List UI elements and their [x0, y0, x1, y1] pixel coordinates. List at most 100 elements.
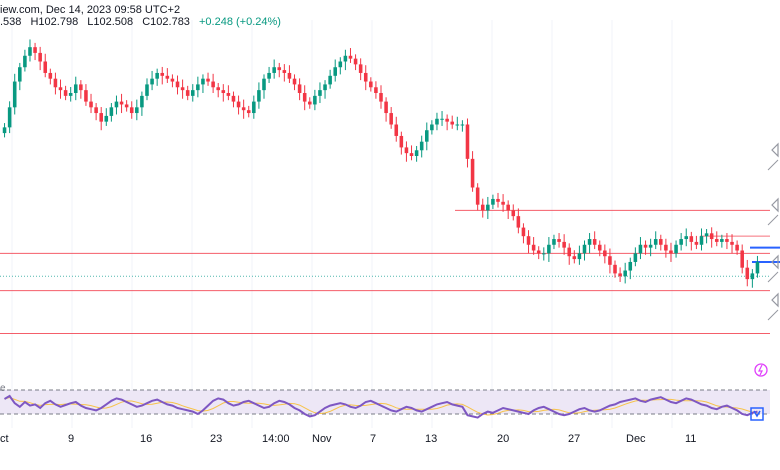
marker-arrow	[771, 292, 779, 308]
candle-body	[394, 124, 399, 136]
candle-body	[531, 244, 536, 251]
candle-body	[699, 236, 704, 245]
candle-body	[333, 67, 337, 76]
candle-body	[384, 101, 388, 114]
candle-body	[94, 107, 98, 114]
candle-body	[455, 124, 460, 126]
x-tick-label: 7	[370, 433, 376, 445]
candle-body	[12, 81, 17, 108]
candle-body	[155, 72, 159, 79]
candle-body	[725, 239, 729, 242]
candle-body	[369, 81, 373, 88]
x-tick-label: ct	[0, 433, 9, 445]
candle-body	[140, 95, 144, 108]
candle-body	[536, 250, 541, 254]
candle-body	[33, 47, 37, 53]
candle-body	[735, 244, 739, 251]
candle-body	[109, 107, 114, 116]
candle-body	[430, 124, 434, 131]
level-markers	[767, 142, 779, 321]
candle-body	[582, 244, 587, 254]
candle-body	[23, 55, 27, 68]
candle-body	[73, 84, 78, 93]
candle-body	[277, 67, 282, 71]
x-tick-label: 23	[210, 433, 222, 445]
candle-body	[755, 261, 760, 274]
candle-body	[79, 84, 83, 91]
x-tick-label: Nov	[312, 433, 332, 445]
candle-body	[135, 107, 139, 114]
candle-body	[38, 52, 42, 62]
flash-circle	[754, 363, 768, 377]
candle-body	[343, 55, 348, 62]
candle-body	[175, 81, 180, 88]
candle-body	[241, 107, 246, 111]
candle-body	[709, 233, 714, 240]
candle-body	[160, 72, 165, 76]
marker-arrow	[771, 142, 779, 158]
marker-line	[767, 159, 779, 171]
candle-body	[486, 204, 490, 211]
flash-icon[interactable]	[754, 363, 768, 377]
candle-body	[68, 93, 73, 96]
candle-body	[246, 110, 251, 114]
candle-body	[684, 236, 689, 240]
candle-body	[180, 87, 185, 91]
candle-body	[353, 58, 358, 65]
candle-body	[653, 239, 658, 245]
candle-body	[201, 78, 205, 85]
candle-body	[516, 216, 521, 228]
candle-body	[694, 241, 699, 245]
rsi-marker-check	[753, 410, 761, 418]
candle-body	[89, 101, 93, 108]
high-value: H102.798	[30, 16, 79, 28]
candle-body	[170, 78, 175, 82]
candle-body	[414, 150, 419, 156]
candle-body	[363, 72, 368, 82]
x-axis: ct 9 16 23 14:00 Nov 7 13 20 27 Dec 11	[0, 433, 696, 445]
candle-body	[236, 101, 241, 108]
candle-body	[480, 204, 485, 211]
candle-body	[318, 90, 322, 96]
candle-body	[114, 101, 119, 108]
candle-body	[567, 247, 572, 257]
change-value: +0.248 (+0.24%)	[199, 16, 281, 28]
horizontal-levels	[0, 209, 780, 335]
candle-body	[572, 256, 577, 260]
candle-body	[506, 204, 510, 211]
candle-body	[714, 239, 719, 242]
candle-body	[409, 153, 414, 156]
close-value: C102.783	[142, 16, 190, 28]
candle-body	[745, 267, 750, 280]
candle-body	[282, 70, 287, 73]
candle-body	[58, 87, 63, 91]
marker-line	[767, 214, 779, 226]
candle-body	[53, 78, 58, 88]
candle-body	[99, 113, 103, 122]
candle-body	[399, 135, 404, 148]
candle-body	[379, 93, 383, 102]
candle-body	[221, 90, 226, 93]
x-tick-label: Dec	[626, 433, 646, 445]
x-tick-label: 11	[685, 433, 696, 445]
candle-body	[689, 236, 694, 242]
candle-body	[465, 124, 470, 159]
candle-body	[43, 61, 48, 73]
marker-line	[767, 271, 779, 283]
candle-body	[496, 198, 500, 202]
candle-body	[643, 244, 648, 248]
candle-body	[674, 244, 678, 254]
candle-body	[419, 141, 424, 151]
candle-body	[129, 107, 134, 114]
candle-body	[28, 47, 32, 56]
rsi-band	[0, 390, 770, 414]
candle-body	[272, 67, 276, 73]
candle-body	[2, 127, 7, 134]
candle-body	[7, 107, 12, 128]
candle-body	[750, 273, 755, 280]
candle-body	[190, 90, 195, 96]
candle-body	[216, 87, 220, 91]
candle-body	[491, 198, 495, 205]
candle-body	[435, 118, 439, 125]
